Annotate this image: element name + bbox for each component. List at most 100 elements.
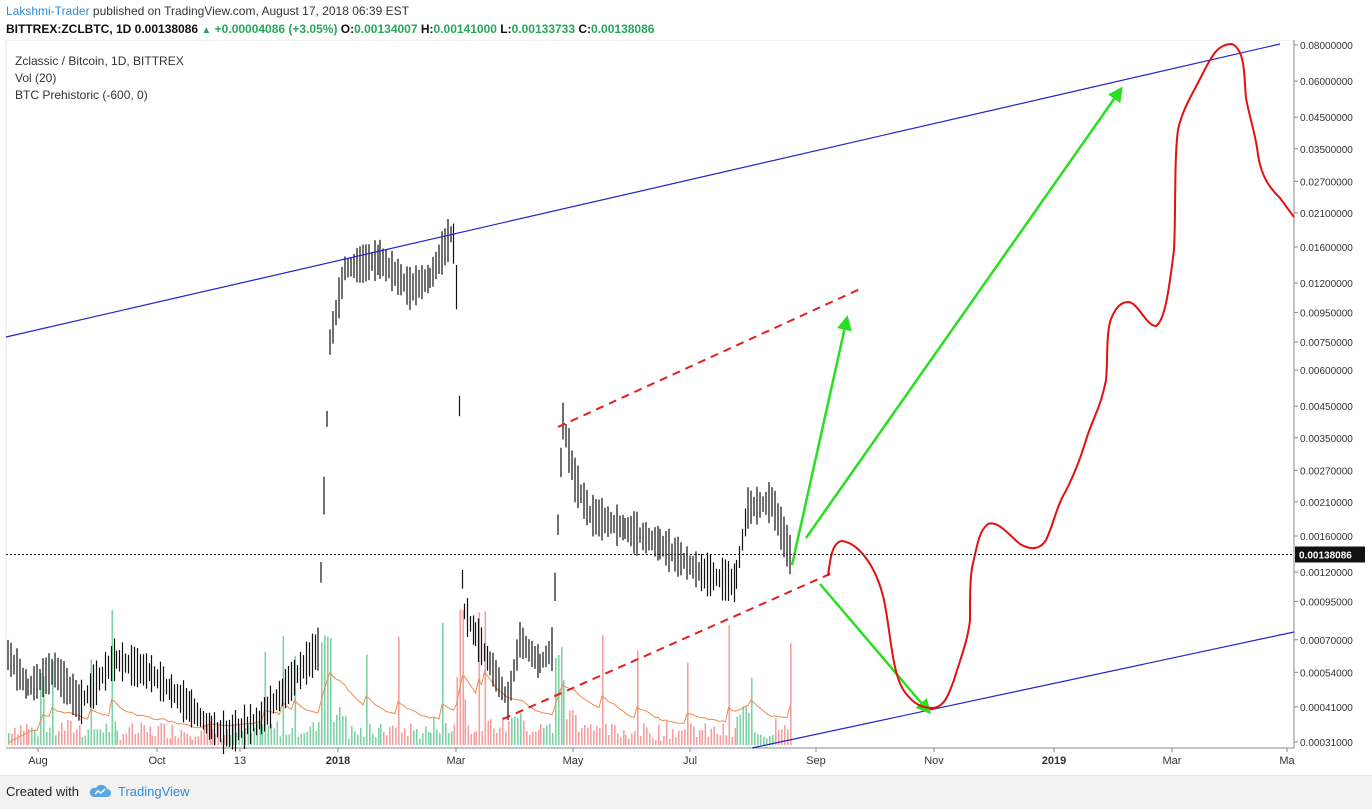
volume-bar [177,737,180,745]
volume-bar [757,734,759,745]
volume-bar [473,732,476,745]
volume-bar [701,730,704,745]
high-value: 0.00141000 [433,22,497,36]
volume-bar [267,725,270,745]
volume-bar [637,650,639,745]
chart-legend: Zclassic / Bitcoin, 1D, BITTREX Vol (20)… [15,54,184,102]
volume-bar [540,724,542,745]
volume-bar [90,659,93,745]
price-tick-label: 0.08000000 [1300,41,1353,52]
volume-bar [186,733,189,745]
time-tick-label: May [563,755,584,767]
volume-bar [640,735,642,745]
green-arrow-up-short [790,315,852,566]
volume-bar [672,729,674,745]
volume-bar [436,729,438,745]
volume-bar [282,636,285,745]
volume-bar [422,733,424,745]
low-value: 0.00133733 [511,22,576,36]
volume-bar [261,724,264,745]
price-tick-label: 0.01600000 [1300,243,1353,254]
volume-bar [681,730,683,745]
open-label: O: [340,22,355,36]
volume-bar [137,732,140,745]
price-axis[interactable]: 0.08000000 0.06000000 0.04500000 0.03500000… [1293,40,1353,749]
lower-dashed-trendline [502,572,833,720]
volume-bar [611,724,613,745]
time-tick-label: 2018 [326,755,350,767]
volume-bar [81,737,84,745]
volume-bar [76,729,78,745]
time-tick-label: 13 [234,755,246,767]
volume-bar [439,733,441,745]
time-axis[interactable]: Aug Oct 13 2018 Mar May Jul Sep Nov 2019 Mar Ma [6,747,1296,767]
volume-bar [330,638,332,745]
volume-bar [575,715,577,745]
volume-bars [8,610,792,745]
volume-bar [416,729,418,745]
volume-bar [375,737,377,745]
volume-bar [8,733,10,745]
volume-bar [684,729,686,745]
volume-bar [303,733,306,745]
volume-bar [687,662,689,745]
volume-bar [663,736,665,745]
volume-bar [149,726,152,745]
volume-bar [285,734,288,745]
volume-bar [652,738,654,745]
volume-bar [31,727,33,745]
volume-bar [297,736,300,745]
volume-bar [131,723,134,745]
volume-bar [459,610,462,745]
volume-bar [517,717,519,745]
volume-bar [160,723,163,745]
published-text: published on TradingView.com, August 17,… [92,4,409,18]
volume-bar [552,732,554,745]
volume-bar [599,727,601,745]
volume-bar [183,732,186,745]
price-chart[interactable]: 0.08000000 0.06000000 0.04500000 0.03500000… [0,40,1372,773]
volume-bar [462,610,465,745]
created-with-label: Created with [6,784,79,799]
tradingview-brand-link[interactable]: TradingView [118,784,190,799]
volume-bar [725,735,728,745]
volume-bar [363,736,365,745]
volume-bar [566,719,568,745]
volume-bar [561,647,563,745]
volume-bar [649,733,651,745]
volume-bar [593,730,595,745]
footer-bar: Created with TradingView [0,775,1372,809]
price-tick-label: 0.03500000 [1300,145,1353,156]
volume-bar [58,730,60,745]
volume-bar [140,722,143,745]
price-tick-label: 0.00041000 [1300,703,1353,714]
last-price-badge [1295,546,1365,563]
volume-bar [563,680,565,745]
time-tick-label: Jul [683,755,697,767]
change-value: +0.00004086 (+3.05%) [214,22,338,36]
volume-bar [28,728,30,745]
price-tick-label: 0.00160000 [1300,532,1353,543]
volume-bar [716,733,719,745]
volume-bar [189,736,192,745]
volume-bar [535,731,537,745]
time-tick-label: Oct [148,755,165,767]
legend-title: Zclassic / Bitcoin, 1D, BITTREX [15,54,184,68]
volume-bar [333,722,335,745]
volume-bar [315,731,318,745]
time-tick-label: Aug [28,755,48,767]
chart-area[interactable]: 0.08000000 0.06000000 0.04500000 0.03500000… [0,40,1372,773]
author-link[interactable]: Lakshmi-Trader [6,4,90,18]
volume-bar [61,722,63,745]
volume-bar [772,734,774,745]
volume-bar [318,722,320,745]
volume-bar [386,735,388,745]
volume-bar [514,716,516,745]
volume-bar [433,718,435,745]
volume-bar [105,723,108,745]
volume-bar [425,726,427,745]
volume-bar [605,723,607,745]
volume-bar [163,723,166,745]
volume-bar [351,725,353,745]
volume-bar [407,736,409,745]
